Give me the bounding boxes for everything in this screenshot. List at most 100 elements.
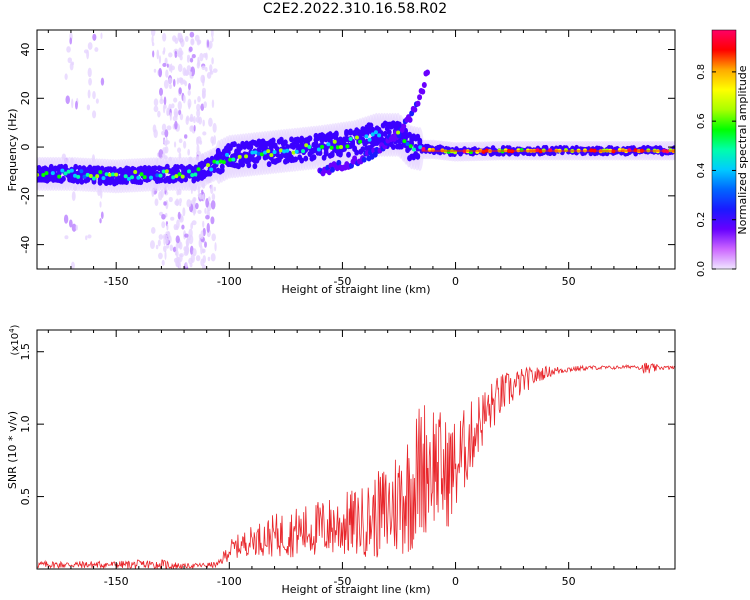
noise-blob xyxy=(202,131,207,136)
core-blob xyxy=(139,172,144,177)
spectrogram-y-axis: -40 -20 0 20 40 xyxy=(19,43,675,254)
core-blob xyxy=(418,145,423,150)
band-blob xyxy=(232,141,237,148)
noise-blob xyxy=(150,226,156,234)
x-tick-label: -50 xyxy=(333,575,351,588)
band-blob xyxy=(61,175,66,182)
core-blob xyxy=(237,154,242,159)
branch-blob xyxy=(361,156,367,163)
noise-blob xyxy=(188,82,191,91)
x-tick-label: -50 xyxy=(333,275,351,288)
band-blob xyxy=(219,163,225,170)
core-blob xyxy=(548,148,553,153)
noise-blob xyxy=(197,56,200,64)
band-blob xyxy=(397,138,402,145)
noise-blob xyxy=(174,200,180,206)
core-blob xyxy=(155,173,160,178)
noise-blob xyxy=(63,214,69,224)
core-blob xyxy=(329,145,334,150)
core-blob xyxy=(335,145,340,150)
band-blob xyxy=(126,166,132,173)
noise-blob xyxy=(200,230,204,240)
snr-panel: -150 -100 -50 0 50 0.5 1.0 1.5 Height of strai… xyxy=(6,324,676,596)
noise-blob xyxy=(166,125,172,131)
colorbar-tick-label: 0.0 xyxy=(696,261,707,277)
spectrogram-y-label: Frequency (Hz) xyxy=(6,109,19,192)
noise-blob xyxy=(187,148,190,156)
noise-blob xyxy=(88,77,92,86)
branch-blob xyxy=(420,88,426,95)
noise-blob xyxy=(167,77,173,84)
noise-blob xyxy=(204,241,207,248)
noise-blob xyxy=(162,147,167,154)
snr-frame xyxy=(36,329,676,570)
core-blob xyxy=(161,169,166,174)
noise-blob xyxy=(166,63,169,68)
branch-blob xyxy=(421,82,427,89)
noise-blob xyxy=(176,219,180,229)
noise-blob xyxy=(68,219,73,228)
band-blob xyxy=(344,128,349,135)
spectrogram-panel: -150 -100 -50 0 50 -40 -20 0 20 40 Height of str… xyxy=(6,29,676,296)
core-blob xyxy=(41,173,46,178)
band-blob xyxy=(360,146,366,153)
band-blob xyxy=(382,130,388,137)
core-blob xyxy=(244,154,249,159)
noise-blob xyxy=(173,97,178,103)
noise-blob xyxy=(185,238,190,247)
noise-blob xyxy=(174,50,178,59)
band-blob xyxy=(252,163,258,170)
band-blob xyxy=(256,154,262,161)
noise-blob xyxy=(211,37,214,43)
core-blob xyxy=(218,159,223,164)
core-blob xyxy=(85,172,90,177)
noise-blob xyxy=(172,115,178,122)
noise-blob xyxy=(183,140,187,149)
band-blob xyxy=(358,131,364,138)
band-blob xyxy=(217,151,223,158)
noise-blob xyxy=(199,194,204,200)
noise-blob xyxy=(179,77,184,85)
noise-blob xyxy=(209,70,214,75)
noise-blob xyxy=(99,218,102,224)
noise-blob xyxy=(66,46,71,53)
noise-blob xyxy=(210,136,214,144)
noise-blob xyxy=(163,245,167,253)
noise-blob xyxy=(149,240,155,249)
spectrogram-x-label: Height of straight line (km) xyxy=(281,283,430,296)
noise-blob xyxy=(150,30,156,37)
noise-blob xyxy=(161,221,166,229)
core-blob xyxy=(190,173,195,178)
noise-blob xyxy=(87,42,93,50)
noise-blob xyxy=(210,216,215,225)
core-blob xyxy=(627,148,632,153)
noise-blob xyxy=(158,234,164,240)
noise-blob xyxy=(179,54,183,61)
noise-blob xyxy=(204,207,207,214)
noise-blob xyxy=(196,144,200,154)
snr-y-axis: 0.5 1.0 1.5 xyxy=(19,343,675,505)
band-blob xyxy=(246,162,252,169)
noise-blob xyxy=(176,52,182,57)
y-tick-label: 1.5 xyxy=(19,343,32,361)
noise-blob xyxy=(161,130,166,136)
core-blob xyxy=(402,139,407,144)
band-blob xyxy=(175,164,180,171)
band-blob xyxy=(240,161,246,168)
noise-blob xyxy=(162,32,167,42)
y-tick-label: 40 xyxy=(19,43,32,57)
core-blob xyxy=(206,163,211,168)
core-blob xyxy=(60,168,65,173)
noise-blob xyxy=(65,95,70,105)
noise-blob xyxy=(196,109,201,118)
noise-blob xyxy=(195,202,199,210)
noise-blob xyxy=(184,35,189,43)
noise-blob xyxy=(165,69,169,78)
band-blob xyxy=(142,165,148,172)
noise-blob xyxy=(87,234,92,239)
core-blob xyxy=(358,139,363,144)
band-blob xyxy=(283,139,288,146)
noise-blob xyxy=(197,95,201,103)
noise-blob xyxy=(174,120,178,130)
noise-blob xyxy=(211,57,214,65)
